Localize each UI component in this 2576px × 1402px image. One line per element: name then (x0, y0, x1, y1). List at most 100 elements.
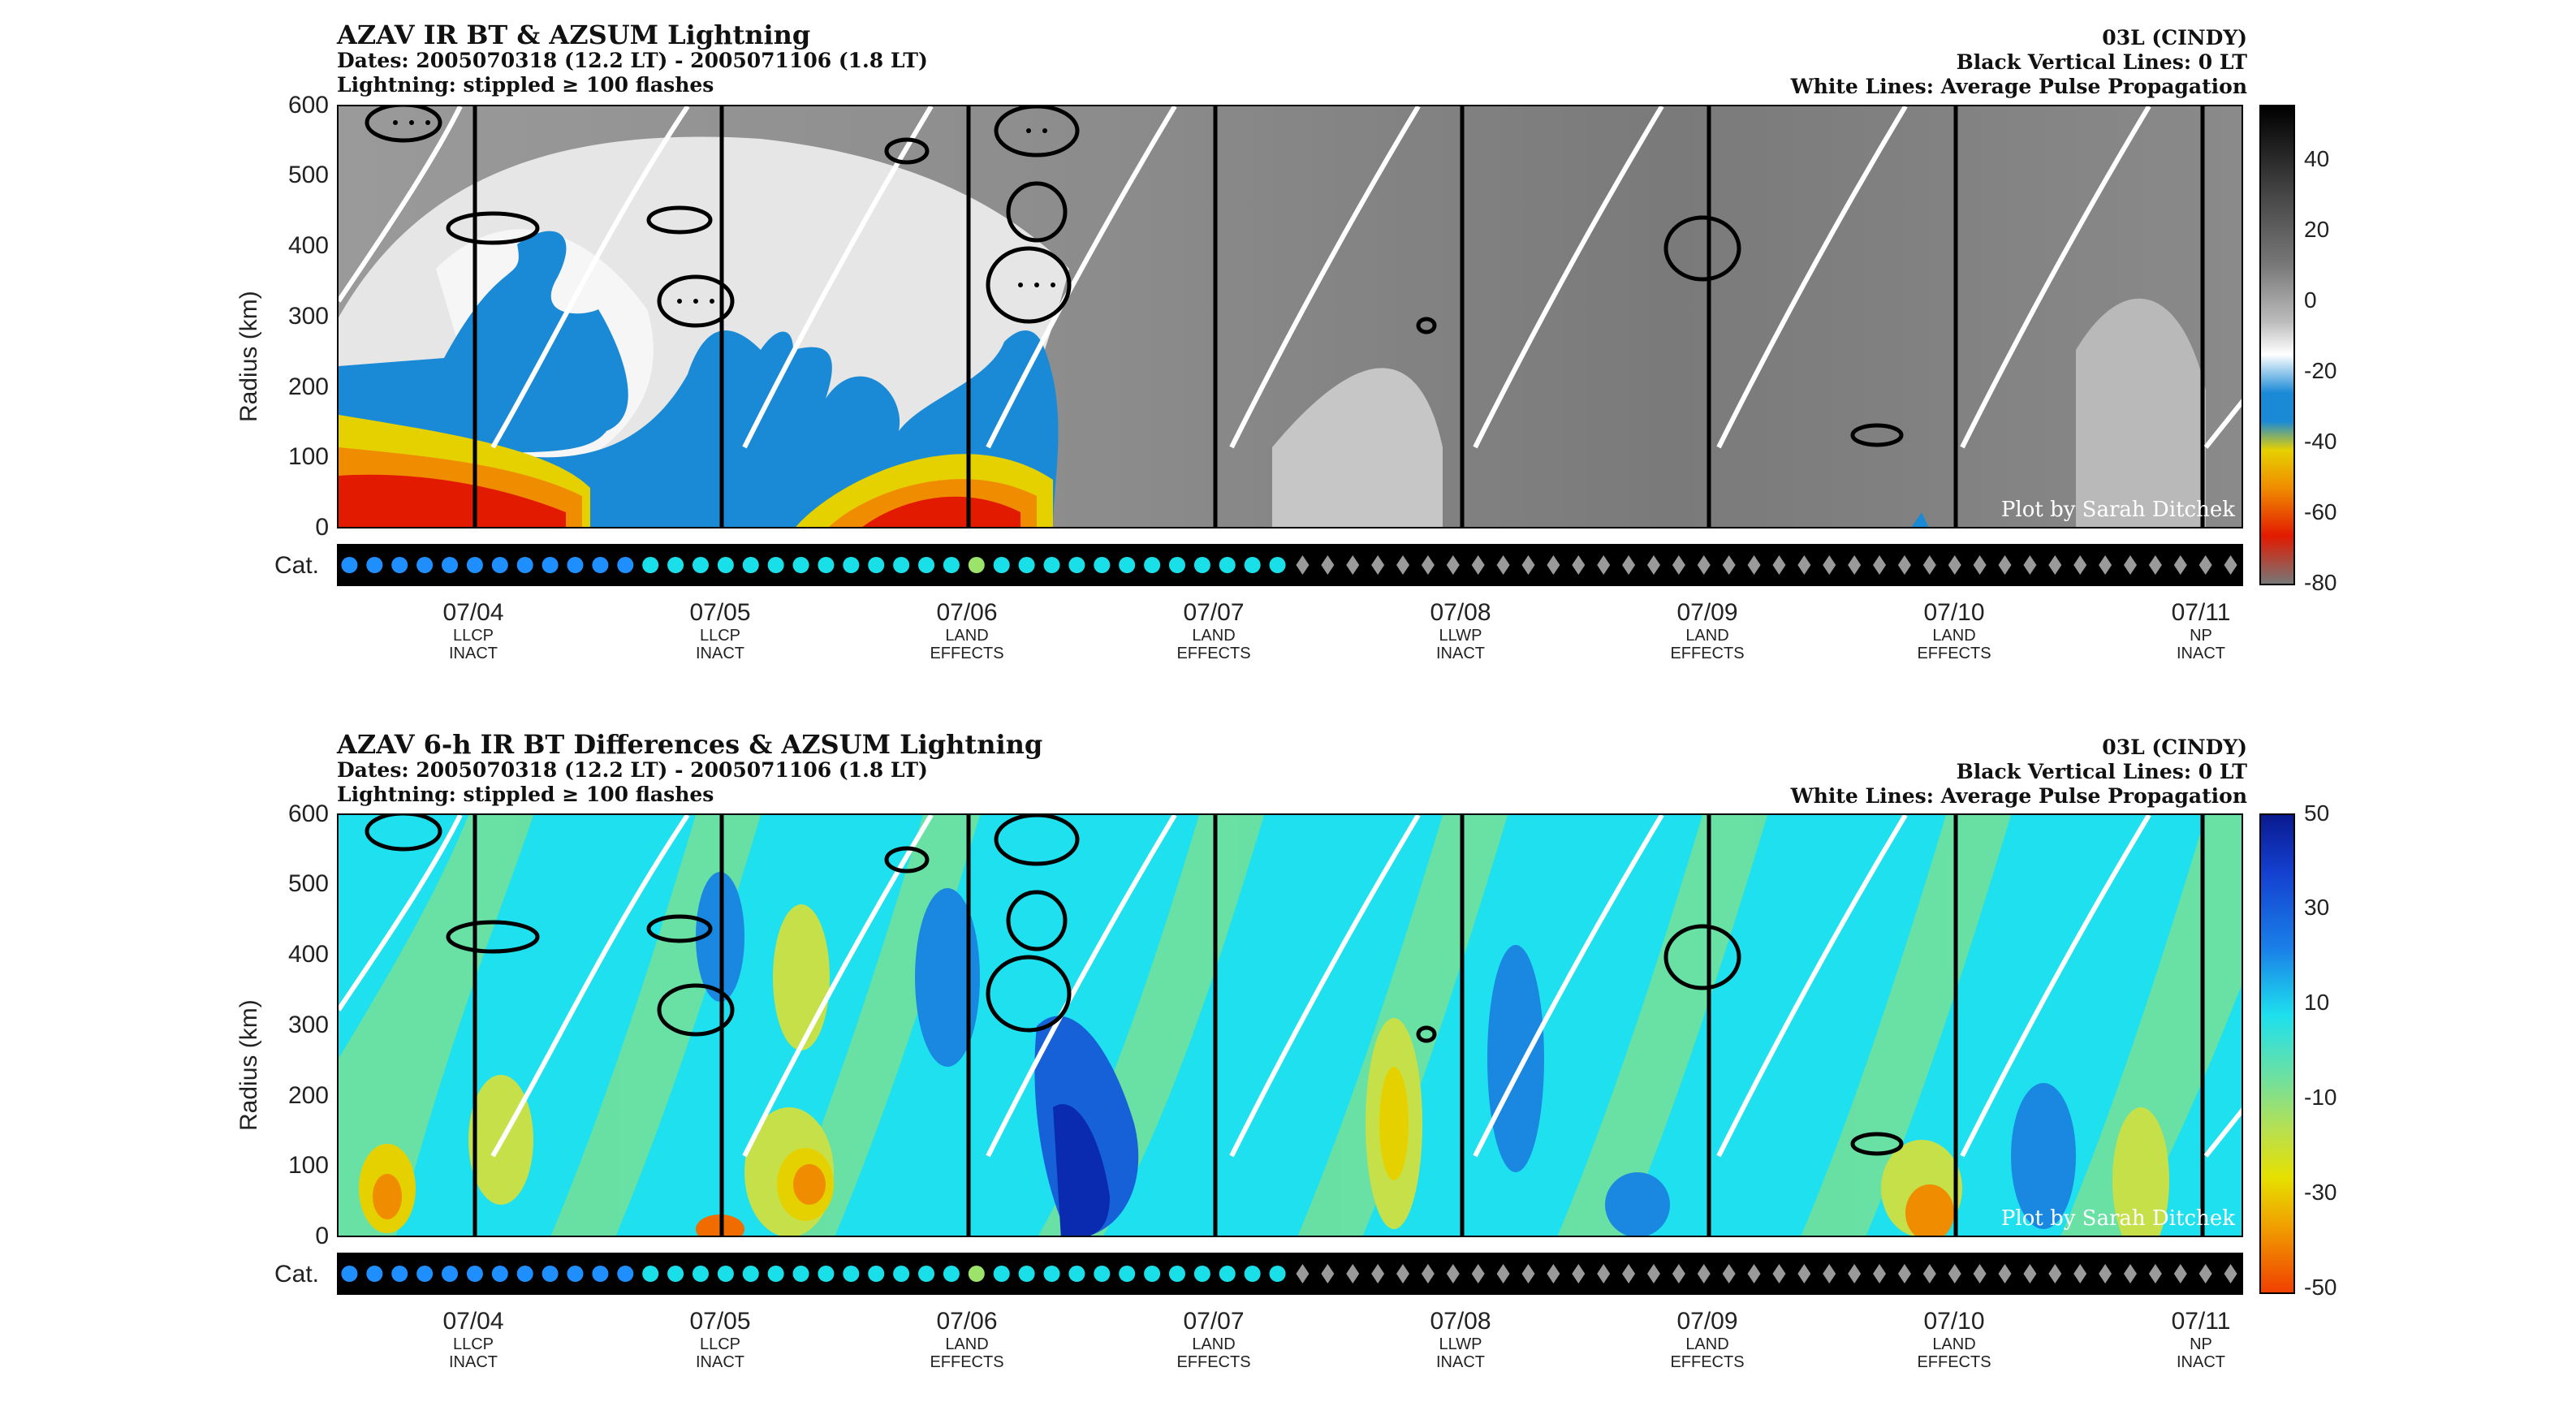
category-marker-extratropical (1948, 555, 1961, 575)
bottom-ytick: 200 (287, 1082, 329, 1109)
category-marker-extratropical (2224, 1264, 2237, 1283)
bottom-dates: Dates: 2005070318 (12.2 LT) - 2005071106… (337, 758, 928, 782)
category-marker (592, 557, 609, 573)
bottom-ytick: 100 (287, 1152, 329, 1179)
category-marker (592, 1266, 609, 1282)
category-marker-extratropical (1897, 1264, 1911, 1283)
category-marker-extratropical (1597, 1264, 1611, 1283)
category-marker-extratropical (1371, 1264, 1385, 1283)
category-marker (542, 557, 559, 573)
category-marker (843, 557, 860, 573)
top-cbar-tick: -20 (2304, 358, 2337, 383)
category-marker-extratropical (2173, 1264, 2187, 1283)
category-marker-extratropical (1547, 555, 1560, 575)
category-marker-extratropical (1772, 1264, 1786, 1283)
bottom-xtick: 07/04 LLCP INACT (442, 1308, 504, 1371)
category-marker (792, 557, 809, 573)
top-cbar-tick: -40 (2304, 429, 2337, 454)
category-marker-extratropical (2073, 555, 2087, 575)
top-heatmap-svg (339, 106, 2242, 527)
top-xtick: 07/06 LAND EFFECTS (930, 599, 1004, 662)
category-marker-extratropical (1396, 555, 1410, 575)
category-marker (1018, 1266, 1035, 1282)
category-marker-extratropical (1722, 555, 1736, 575)
category-marker (968, 557, 985, 573)
top-category-bar (337, 544, 2243, 586)
category-marker (416, 557, 434, 573)
top-ytick: 200 (287, 373, 329, 400)
top-ytick: 600 (287, 92, 329, 119)
top-legend-notes: 03L (CINDY) Black Vertical Lines: 0 LT W… (1791, 26, 2247, 99)
category-marker-extratropical (1572, 1264, 1586, 1283)
category-marker-extratropical (1421, 1264, 1435, 1283)
category-marker-extratropical (1396, 1264, 1410, 1283)
category-marker (667, 1266, 684, 1282)
top-xtick: 07/08 LLWP INACT (1430, 599, 1491, 662)
category-marker (1219, 1266, 1236, 1282)
category-marker (516, 557, 533, 573)
category-marker-extratropical (1772, 555, 1786, 575)
top-category-markers (341, 555, 2237, 575)
bottom-white-lines-note: White Lines: Average Pulse Propagation (1790, 784, 2247, 808)
bottom-xtick: 07/08 LLWP INACT (1430, 1308, 1491, 1371)
category-marker (1219, 557, 1236, 573)
category-marker-extratropical (1848, 555, 1862, 575)
top-title-block: AZAV IR BT & AZSUM Lightning Dates: 2005… (337, 21, 928, 97)
category-marker (1043, 557, 1060, 573)
bottom-title: AZAV 6-h IR BT Differences & AZSUM Light… (337, 729, 1043, 760)
category-marker-extratropical (1823, 1264, 1836, 1283)
bottom-cat-label: Cat. (274, 1261, 320, 1288)
category-marker (692, 1266, 709, 1282)
category-marker (1018, 557, 1035, 573)
top-xtick: 07/11 NP INACT (2171, 599, 2231, 662)
category-marker (818, 557, 835, 573)
category-marker-extratropical (1797, 555, 1811, 575)
category-marker-extratropical (1597, 555, 1611, 575)
top-ytick: 300 (287, 303, 329, 330)
category-marker-extratropical (2048, 555, 2062, 575)
category-marker (366, 557, 383, 573)
category-marker (442, 557, 459, 573)
category-marker-extratropical (2123, 555, 2137, 575)
bottom-ytick: 500 (287, 870, 329, 897)
category-marker-extratropical (1321, 1264, 1335, 1283)
category-marker (416, 1266, 434, 1282)
category-marker (943, 557, 960, 573)
bottom-heatmap-svg (339, 815, 2242, 1236)
bottom-category-bar (337, 1253, 2243, 1295)
category-marker (968, 1266, 985, 1282)
top-plot-area: Plot by Sarah Ditchek (337, 105, 2243, 528)
bottom-plot-area: Plot by Sarah Ditchek (337, 813, 2243, 1237)
category-marker (1043, 1266, 1060, 1282)
top-ytick: 0 (315, 514, 329, 541)
category-marker (1094, 557, 1111, 573)
top-storm-name: 03L (CINDY) (2102, 26, 2247, 50)
category-marker-extratropical (1823, 555, 1836, 575)
top-xtick: 07/07 LAND EFFECTS (1176, 599, 1251, 662)
category-marker-extratropical (1572, 555, 1586, 575)
category-marker-extratropical (1471, 1264, 1485, 1283)
category-marker (567, 557, 584, 573)
category-marker (1094, 1266, 1111, 1282)
top-xtick: 07/05 LLCP INACT (689, 599, 751, 662)
category-marker (1244, 557, 1261, 573)
category-marker (466, 1266, 483, 1282)
category-marker-extratropical (1496, 555, 1510, 575)
category-marker (717, 557, 734, 573)
top-cbar-tick: 0 (2304, 287, 2317, 313)
category-marker (542, 1266, 559, 1282)
category-marker-extratropical (1922, 1264, 1936, 1283)
category-marker (742, 557, 759, 573)
category-marker (918, 557, 935, 573)
top-cbar-tick: 40 (2304, 146, 2330, 171)
bottom-cbar-tick: 30 (2304, 895, 2330, 920)
top-title: AZAV IR BT & AZSUM Lightning (337, 19, 811, 50)
top-xtick: 07/09 LAND EFFECTS (1670, 599, 1745, 662)
top-white-lines-note: White Lines: Average Pulse Propagation (1790, 75, 2247, 98)
category-marker (1068, 557, 1085, 573)
bottom-panel: AZAV 6-h IR BT Differences & AZSUM Light… (0, 714, 2576, 1402)
category-marker-extratropical (1848, 1264, 1862, 1283)
category-marker (516, 1266, 533, 1282)
category-marker-extratropical (2224, 555, 2237, 575)
category-marker (1193, 557, 1210, 573)
